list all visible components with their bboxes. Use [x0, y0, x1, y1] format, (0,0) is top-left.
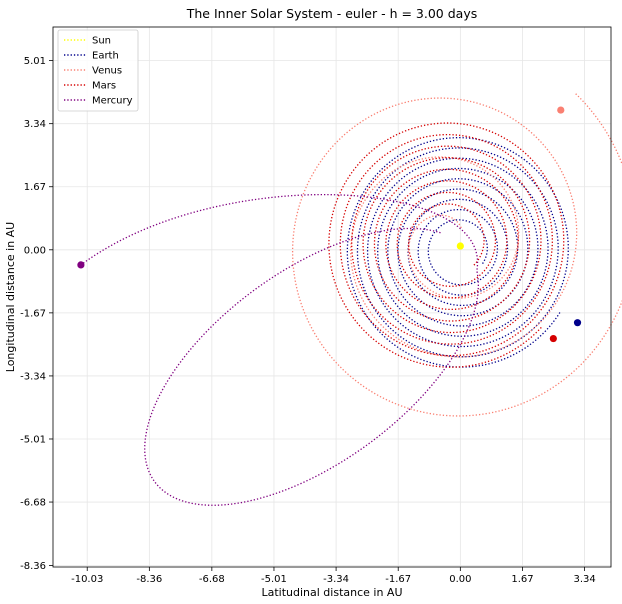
planet-markers: [77, 106, 582, 343]
venus-marker: [557, 106, 565, 114]
orbit-lines: [80, 92, 622, 506]
axis-ticks: -10.03 -8.36 -6.68 -5.01 -3.34 -1.67 0.00 1.67 3…: [20, 56, 596, 585]
mercury-marker: [77, 261, 85, 269]
x-tick-label: -3.34: [323, 574, 349, 585]
y-tick-label: -6.68: [20, 498, 46, 509]
x-tick-label: 0.00: [449, 574, 471, 585]
plot-frame: [52, 26, 612, 568]
grid: [53, 27, 611, 567]
sun-marker: [456, 242, 464, 250]
x-tick-label: -10.03: [71, 574, 103, 585]
y-axis-label: Longitudinal distance in AU: [4, 222, 17, 372]
x-tick-label: -6.68: [199, 574, 225, 585]
legend-label-mercury: Mercury: [92, 96, 133, 107]
earth-marker: [573, 319, 582, 327]
chart-title: The Inner Solar System - euler - h = 3.0…: [186, 6, 477, 21]
x-tick-label: -8.36: [136, 574, 162, 585]
y-tick-label: -3.34: [20, 371, 46, 382]
x-tick-label: -5.01: [261, 574, 287, 585]
x-tick-label: 3.34: [573, 574, 595, 585]
y-tick-label: 5.01: [24, 56, 46, 67]
y-tick-label: 3.34: [24, 119, 46, 130]
legend-label-mars: Mars: [92, 81, 116, 92]
legend-box: [57, 29, 139, 112]
y-tick-label: 1.67: [24, 182, 46, 193]
x-tick-label: 1.67: [511, 574, 533, 585]
venus-orbit-line: [291, 92, 622, 417]
legend-label-earth: Earth: [92, 51, 119, 62]
legend-label-sun: Sun: [92, 36, 111, 47]
earth-orbit-line: [346, 136, 569, 368]
x-tick-label: -1.67: [385, 574, 411, 585]
legend-label-venus: Venus: [92, 66, 122, 77]
y-tick-label: 0.00: [24, 245, 46, 256]
y-tick-label: -8.36: [20, 561, 46, 572]
mercury-orbit-line: [80, 193, 480, 506]
x-axis-label: Latitudinal distance in AU: [261, 586, 402, 599]
mars-marker: [549, 334, 557, 343]
legend: Sun Earth Venus Mars Mercury: [57, 29, 139, 112]
y-tick-label: -1.67: [20, 308, 46, 319]
y-tick-label: -5.01: [20, 434, 46, 445]
mars-orbit-line: [328, 122, 565, 368]
